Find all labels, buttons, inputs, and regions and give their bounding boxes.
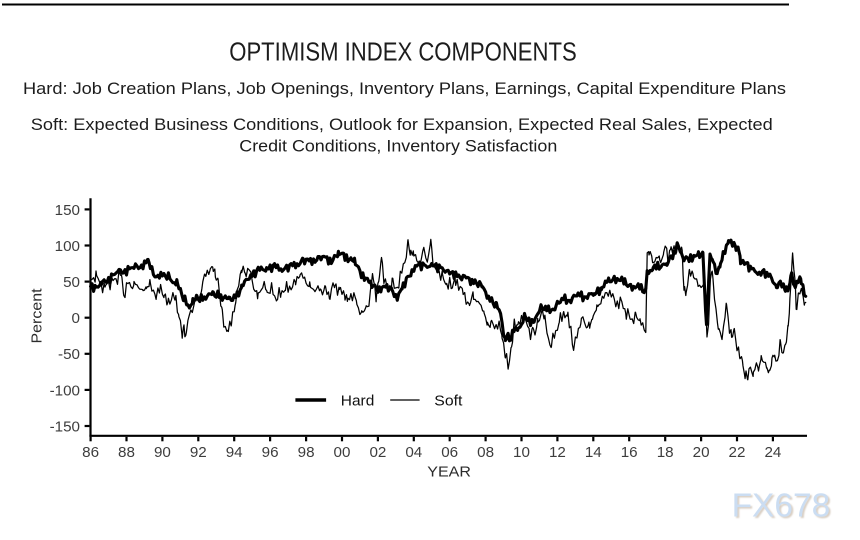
svg-text:06: 06 <box>441 444 458 461</box>
svg-text:04: 04 <box>405 444 422 461</box>
svg-text:02: 02 <box>369 444 386 461</box>
svg-text:FX678: FX678 <box>733 489 832 526</box>
svg-text:12: 12 <box>549 444 566 461</box>
svg-text:FX678: FX678 <box>732 487 831 524</box>
svg-text:94: 94 <box>226 444 243 461</box>
svg-text:90: 90 <box>154 444 171 461</box>
svg-text:100: 100 <box>55 238 80 255</box>
svg-text:88: 88 <box>118 444 135 461</box>
svg-text:20: 20 <box>693 444 710 461</box>
svg-text:98: 98 <box>298 444 315 461</box>
svg-text:92: 92 <box>190 444 207 461</box>
svg-text:00: 00 <box>334 444 351 461</box>
svg-text:OPTIMISM INDEX COMPONENTS: OPTIMISM INDEX COMPONENTS <box>229 36 577 66</box>
svg-text:18: 18 <box>657 444 674 461</box>
svg-text:16: 16 <box>621 444 638 461</box>
svg-text:-100: -100 <box>50 382 80 399</box>
svg-text:Hard: Hard <box>341 393 375 409</box>
svg-text:Percent: Percent <box>29 288 46 344</box>
svg-text:150: 150 <box>55 202 80 219</box>
svg-text:10: 10 <box>513 444 530 461</box>
svg-text:Hard: Job Creation Plans, Job: Hard: Job Creation Plans, Job Openings, … <box>23 80 786 98</box>
svg-text:08: 08 <box>477 444 494 461</box>
svg-text:22: 22 <box>729 444 746 461</box>
svg-text:YEAR: YEAR <box>427 464 471 481</box>
svg-text:86: 86 <box>82 444 99 461</box>
svg-text:0: 0 <box>72 310 80 327</box>
svg-text:96: 96 <box>262 444 279 461</box>
svg-text:Credit Conditions, Inventory S: Credit Conditions, Inventory Satisfactio… <box>239 137 557 155</box>
svg-text:-50: -50 <box>58 346 80 363</box>
svg-text:-150: -150 <box>50 418 80 435</box>
svg-text:50: 50 <box>63 274 80 291</box>
svg-text:Soft: Soft <box>434 393 462 409</box>
svg-text:24: 24 <box>764 444 781 461</box>
svg-text:14: 14 <box>585 444 602 461</box>
svg-text:Soft: Expected Business Condit: Soft: Expected Business Conditions, Outl… <box>31 116 773 134</box>
